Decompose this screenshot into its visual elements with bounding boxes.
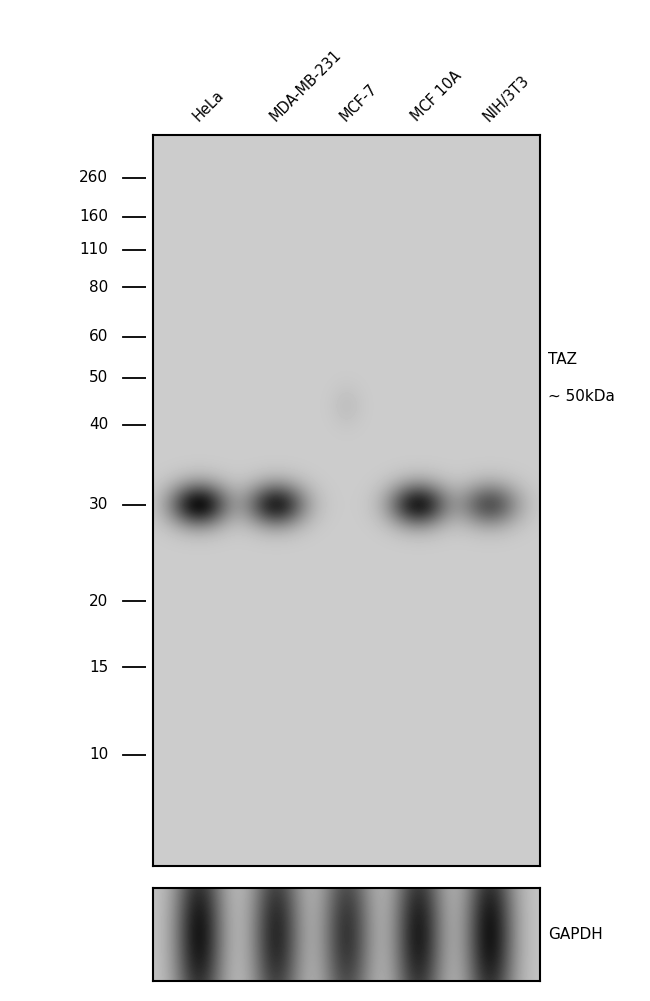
Text: 40: 40 — [89, 417, 108, 432]
Text: GAPDH: GAPDH — [548, 927, 603, 942]
Text: 15: 15 — [89, 660, 108, 675]
Text: NIH/3T3: NIH/3T3 — [480, 73, 532, 124]
Text: 10: 10 — [89, 748, 108, 763]
Text: MCF 10A: MCF 10A — [409, 68, 465, 124]
Text: MDA-MB-231: MDA-MB-231 — [267, 47, 344, 124]
Text: 30: 30 — [89, 497, 108, 513]
Text: 60: 60 — [89, 329, 108, 344]
Text: 110: 110 — [79, 242, 108, 257]
Text: HeLa: HeLa — [190, 88, 226, 124]
Text: ~ 50kDa: ~ 50kDa — [548, 388, 615, 403]
Text: TAZ: TAZ — [548, 352, 577, 367]
Text: 160: 160 — [79, 209, 108, 224]
Text: 50: 50 — [89, 370, 108, 385]
Text: 260: 260 — [79, 170, 108, 185]
Text: 20: 20 — [89, 594, 108, 609]
Text: MCF-7: MCF-7 — [337, 81, 380, 124]
Text: 80: 80 — [89, 279, 108, 294]
